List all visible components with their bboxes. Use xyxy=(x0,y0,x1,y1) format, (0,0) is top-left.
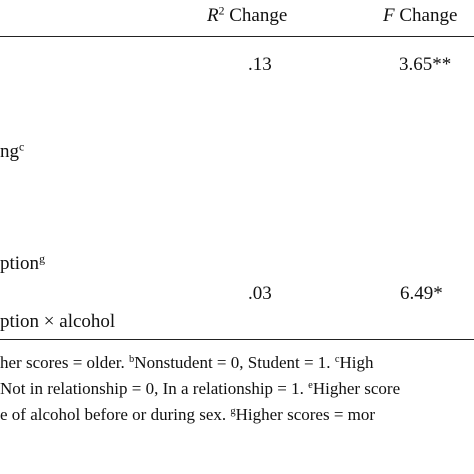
row-label: ption × alcohol xyxy=(0,312,115,331)
text-run: Higher scores = mor xyxy=(235,405,376,424)
superscript: 2 xyxy=(218,4,225,18)
rule xyxy=(0,36,474,37)
text-run: ption xyxy=(0,253,40,274)
text-run: ng xyxy=(0,141,19,162)
superscript: e xyxy=(308,380,313,392)
text-run: High xyxy=(339,353,374,372)
footnote: her scores = older. bNonstudent = 0, Stu… xyxy=(0,354,374,371)
header-cell: R2 Change xyxy=(207,4,288,26)
text-run: R xyxy=(207,5,219,26)
row-label: ptiong xyxy=(0,252,45,274)
superscript: g xyxy=(39,252,45,266)
text-run: Not in relationship = 0, In a relationsh… xyxy=(0,379,309,398)
footnote: Not in relationship = 0, In a relationsh… xyxy=(0,380,400,397)
cell: .13 xyxy=(248,54,272,75)
text-run: Higher score xyxy=(312,379,401,398)
row-label: ngc xyxy=(0,140,25,162)
superscript: b xyxy=(129,354,135,366)
superscript: c xyxy=(19,140,25,154)
rule xyxy=(0,339,474,340)
superscript: g xyxy=(230,406,236,418)
text-run: Change xyxy=(394,5,458,26)
cell: 6.49* xyxy=(400,283,443,304)
header-cell: F Change xyxy=(383,6,457,25)
text-run: F xyxy=(383,5,395,26)
footnote: e of alcohol before or during sex. gHigh… xyxy=(0,406,375,423)
cell: 3.65** xyxy=(399,54,452,75)
text-run: e of alcohol before or during sex. xyxy=(0,405,231,424)
text-run: ption × alcohol xyxy=(0,311,116,332)
superscript: c xyxy=(334,354,340,366)
text-run: her scores = older. xyxy=(0,353,130,372)
text-run: Nonstudent = 0, Student = 1. xyxy=(134,353,335,372)
text-run: Change xyxy=(224,5,288,26)
cell: .03 xyxy=(248,283,272,304)
